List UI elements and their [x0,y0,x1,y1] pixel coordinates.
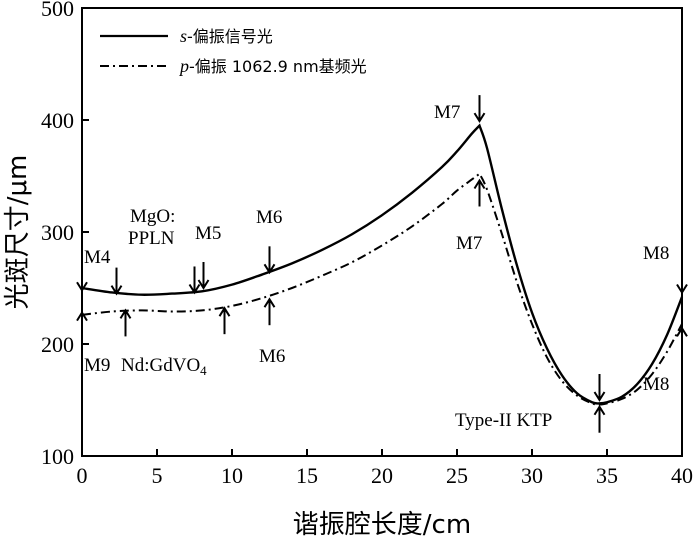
annotation-arrow-head [593,404,606,416]
label-m4: M4 [84,247,111,268]
annotation-arrow-head [119,308,132,319]
y-axis-label: 光斑尺寸/μm [3,155,33,310]
x-tick-label: 0 [77,463,88,488]
label-m9: M9 [84,355,110,376]
x-tick-label: 35 [596,463,618,488]
annotation-arrow-head [263,297,276,308]
label-ppln: PPLN [128,228,175,249]
label-m5: M5 [195,223,221,244]
annotation-arrows [76,95,688,433]
annotation-arrow-head [76,281,88,293]
x-tick-label: 30 [521,463,543,488]
x-axis-label: 谐振腔长度/cm [293,510,471,540]
label-nd-gdvo4: Nd:GdVO4 [121,355,207,378]
label-m6-top: M6 [256,207,282,228]
y-tick-label: 300 [41,220,74,245]
legend-label-s: s-偏振信号光 [180,26,273,46]
annotation-arrow-head [593,391,606,402]
label-m6-bottom: M6 [259,346,285,367]
y-tick-label: 400 [41,108,74,133]
ticks: 0 5 10 15 20 25 30 35 40 100 200 300 400 500 [41,0,693,488]
y-tick-label: 100 [41,444,74,469]
series [81,123,684,406]
label-m8-top: M8 [643,243,669,264]
x-tick-label: 25 [446,463,468,488]
series-line-s-polarized [81,123,684,405]
y-tick-label: 500 [41,0,74,21]
annotation-arrow-head [676,283,688,295]
annotation-arrow-head [218,306,231,317]
annotation-arrow-head [188,283,201,295]
annotation-arrow-head [76,310,88,322]
x-tick-label: 15 [296,463,318,488]
annotation-arrow-head [473,112,486,124]
label-mgo: MgO: [130,206,175,227]
legend-label-p: p-偏振 1062.9 nm基频光 [178,56,367,76]
annotation-arrow-head [676,326,688,337]
label-m8-bottom: M8 [643,374,669,395]
annotation-arrow-head [197,279,210,290]
x-tick-label: 20 [371,463,393,488]
legend: s-偏振信号光 p-偏振 1062.9 nm基频光 [100,26,367,76]
series-line-p-polarized [81,172,683,406]
annotation-arrow-head [110,285,123,296]
annotation-arrow-head [473,178,486,190]
x-tick-label: 5 [152,463,163,488]
annotation-arrow-head [263,263,276,275]
x-tick-label: 10 [221,463,243,488]
y-tick-label: 200 [41,332,74,357]
label-m7-bottom: M7 [456,233,482,254]
label-m7-top: M7 [434,102,460,123]
x-tick-label: 40 [671,463,693,488]
label-type-ii-ktp: Type-II KTP [455,410,552,431]
